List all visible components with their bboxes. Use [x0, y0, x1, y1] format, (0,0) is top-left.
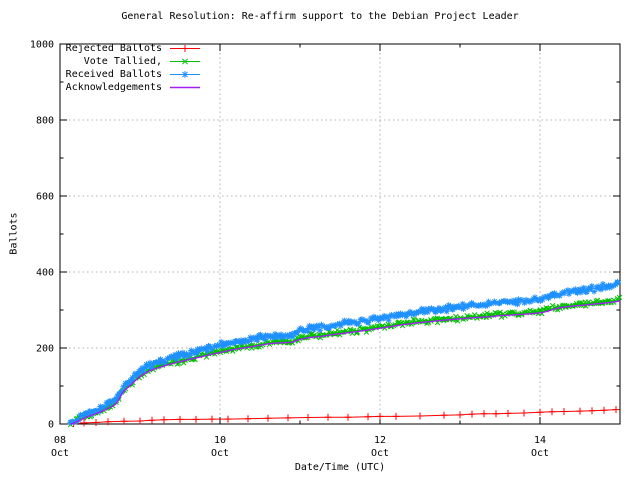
x-tick-label: Oct	[531, 448, 549, 459]
x-tick-label: Oct	[51, 448, 69, 459]
legend-label: Received Ballots	[65, 69, 162, 80]
x-tick-label: 14	[534, 435, 546, 446]
legend-sample-line	[170, 86, 200, 89]
x-tick-label: 12	[374, 435, 386, 446]
legend-sample-plus-marker	[170, 45, 200, 52]
x-tick-label: 08	[54, 435, 66, 446]
series-vote-tallied-line	[70, 299, 621, 425]
series-received-ballots-line	[70, 283, 621, 424]
series-rejected-ballots-line	[73, 409, 617, 425]
legend-entry-rejected-ballots: Rejected Ballots	[40, 42, 202, 55]
legend-sample-asterisk-marker	[170, 71, 200, 78]
y-tick-label: 600	[36, 192, 54, 203]
y-tick-label: 200	[36, 344, 54, 355]
y-tick-label: 1000	[30, 40, 54, 51]
y-tick-label: 400	[36, 268, 54, 279]
legend-entry-vote-tallied: Vote Tallied,	[40, 55, 202, 68]
y-tick-label: 0	[48, 420, 54, 431]
chart-title: General Resolution: Re-affirm support to…	[121, 11, 519, 22]
legend-entry-acknowledgements: Acknowledgements	[40, 81, 202, 94]
legend-entry-received-ballots: Received Ballots	[40, 68, 202, 81]
legend-label: Acknowledgements	[65, 82, 162, 93]
series-acknowledgements-line	[70, 300, 621, 425]
legend-label: Vote Tallied,	[83, 56, 162, 67]
x-tick-label: Oct	[211, 448, 229, 459]
x-axis-label: Date/Time (UTC)	[294, 462, 386, 473]
x-tick-label: Oct	[371, 448, 389, 459]
legend-sample-cross-marker	[170, 58, 200, 65]
x-tick-label: 10	[214, 435, 226, 446]
legend-label: Rejected Ballots	[65, 43, 162, 54]
series-received-ballots-markers	[67, 278, 621, 426]
y-tick-label: 800	[36, 116, 54, 127]
